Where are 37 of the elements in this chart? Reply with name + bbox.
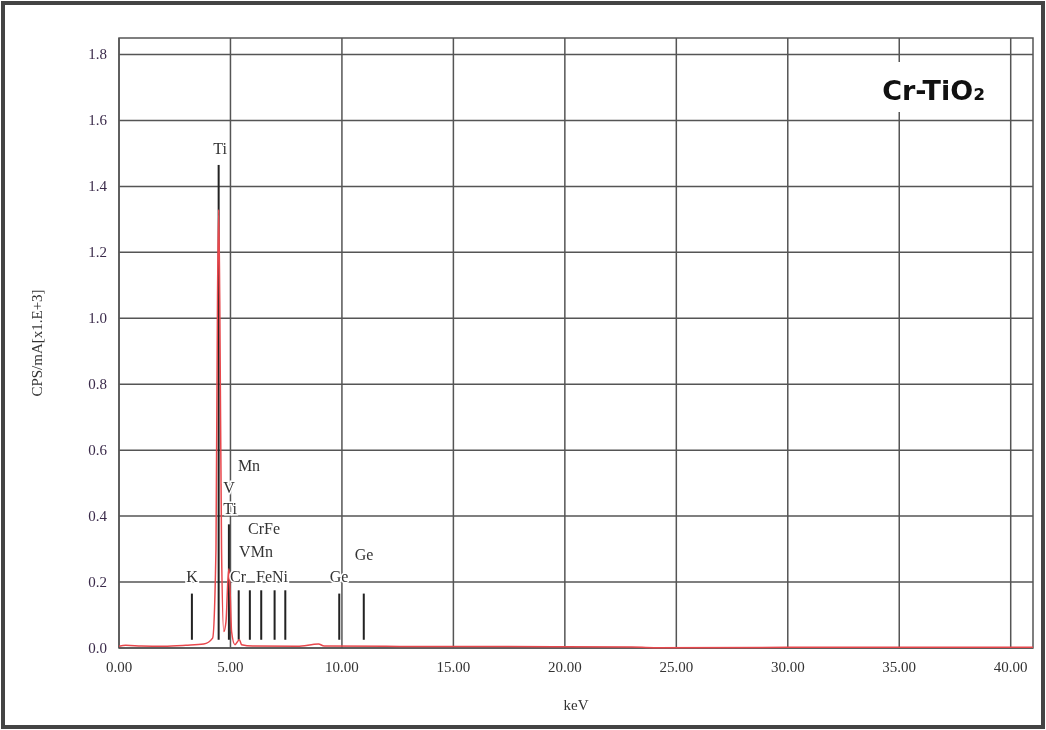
y-tick-label: 1.2 <box>88 244 107 261</box>
y-tick-label: 0.2 <box>88 574 107 591</box>
y-tick-label: 0.6 <box>88 442 108 459</box>
y-tick-label: 1.4 <box>88 178 108 195</box>
x-axis-title: keV <box>563 697 589 713</box>
y-tick-label: 1.0 <box>88 310 107 327</box>
x-tick-label: 40.00 <box>993 659 1028 675</box>
text: Cr-TiO₂ <box>882 75 985 106</box>
x-tick-label: 5.00 <box>217 659 244 675</box>
bar <box>248 590 251 640</box>
x-tick-label: 15.00 <box>436 659 471 675</box>
bar <box>260 590 263 640</box>
y-tick-label: 0.8 <box>88 376 107 393</box>
y-tick-label: 1.6 <box>88 112 108 129</box>
annotation: Ti <box>213 140 228 157</box>
x-tick-label: 20.00 <box>547 659 582 675</box>
y-axis-title: CPS/mA[x1.E+3] <box>29 289 45 397</box>
bar <box>190 593 193 640</box>
annotation: VMn <box>239 543 273 560</box>
annotation: Ge <box>354 546 374 563</box>
bar <box>284 590 287 640</box>
bar <box>273 590 276 640</box>
annotation: CrFe <box>248 520 280 537</box>
x-tick-label: 35.00 <box>882 659 917 675</box>
y-tick-label: 1.8 <box>88 46 107 63</box>
annotation: Mn <box>237 457 261 474</box>
y-tick-label: 0.4 <box>88 508 108 525</box>
x-tick-label: 10.00 <box>325 659 359 675</box>
bar <box>237 590 240 640</box>
x-tick-label: 0.00 <box>105 659 133 675</box>
annotation: FeNi <box>256 568 289 585</box>
y-tick-label: 0.0 <box>88 640 107 656</box>
x-tick-label: 25.00 <box>659 659 694 675</box>
annotation: K <box>186 568 199 585</box>
bar <box>362 593 365 640</box>
bar <box>338 593 341 640</box>
x-tick-label: 30.00 <box>770 659 805 675</box>
